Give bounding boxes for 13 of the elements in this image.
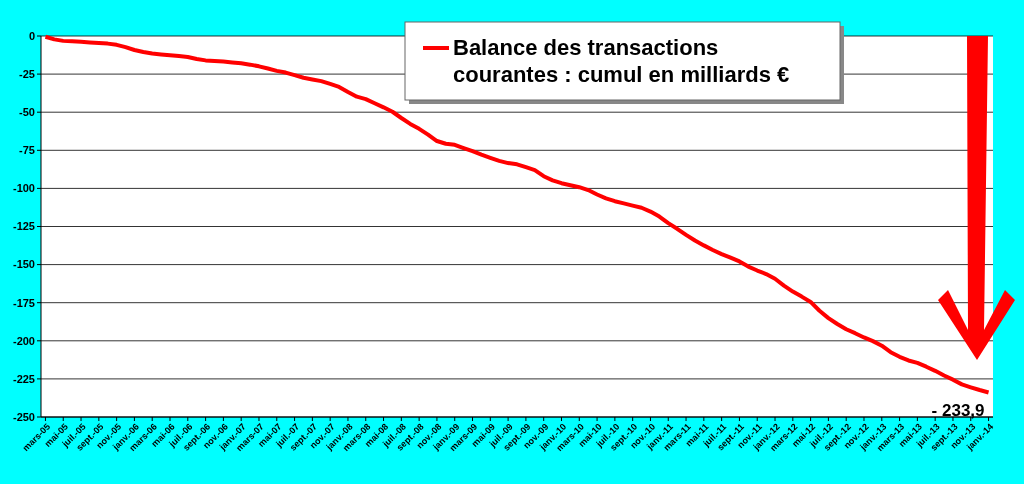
y-tick-label: -50 — [19, 106, 35, 119]
y-tick-label: -125 — [12, 220, 35, 233]
legend-label: Balance des transactions courantes : cumul en milliards € — [453, 35, 790, 87]
y-tick-label: -75 — [19, 144, 35, 157]
y-tick-label: 0 — [28, 29, 35, 42]
y-tick-label: -250 — [12, 410, 35, 423]
y-tick-label: -150 — [12, 258, 35, 271]
y-tick-label: -100 — [12, 182, 35, 195]
y-tick-label: -25 — [19, 67, 35, 80]
y-tick-label: -175 — [12, 296, 35, 309]
y-tick-label: -225 — [12, 372, 35, 385]
annotation: - 233,9 — [931, 401, 985, 421]
y-tick-label: -200 — [12, 334, 35, 347]
